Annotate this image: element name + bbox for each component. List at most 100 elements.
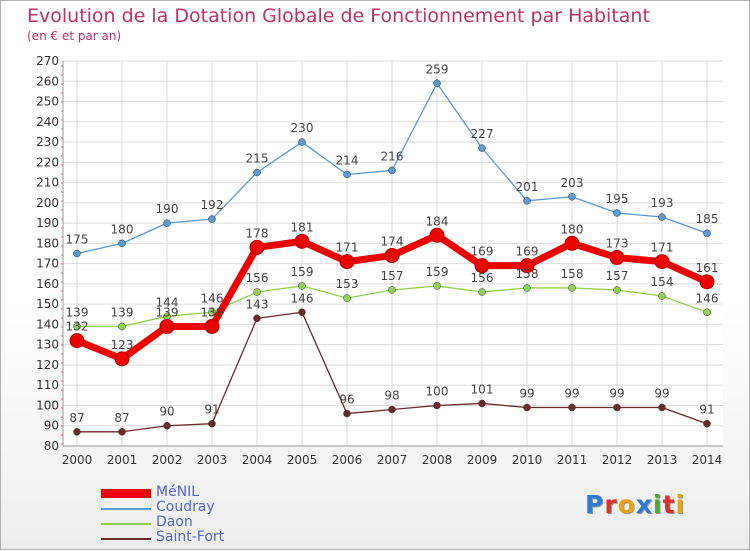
data-label: 192 (201, 198, 224, 212)
y-tick-label: 220 (36, 155, 59, 169)
chart-title: Evolution de la Dotation Globale de Fonc… (27, 5, 650, 27)
logo-letter: r (604, 490, 618, 519)
data-point (568, 193, 576, 201)
data-point (298, 308, 306, 317)
y-tick-label: 210 (36, 176, 59, 190)
legend-label: MéNIL (156, 484, 200, 500)
proxiti-logo: Proxiti (585, 490, 685, 519)
data-point (294, 233, 310, 249)
x-tick-label: 2014 (692, 453, 723, 467)
legend-swatch (101, 508, 151, 510)
y-tick-label: 160 (36, 277, 59, 291)
x-tick-label: 2009 (467, 453, 498, 467)
x-tick-label: 2013 (647, 453, 678, 467)
data-point (654, 254, 670, 270)
data-point (478, 144, 486, 152)
data-point (298, 138, 306, 146)
data-label: 215 (246, 151, 269, 165)
data-label: 175 (66, 233, 89, 247)
data-label: 203 (561, 176, 584, 190)
data-label: 178 (246, 226, 269, 240)
y-tick-label: 270 (36, 54, 59, 68)
x-tick-label: 2000 (62, 453, 93, 467)
data-label: 154 (651, 275, 674, 289)
data-point (339, 254, 355, 270)
data-point (73, 428, 81, 436)
data-label: 190 (156, 202, 179, 216)
data-point (433, 79, 441, 88)
data-point (609, 250, 625, 266)
data-point (253, 288, 261, 296)
data-label: 193 (651, 196, 674, 210)
data-label: 99 (609, 387, 624, 401)
legend-label: Coudray (156, 499, 215, 515)
x-tick-label: 2004 (242, 453, 273, 467)
y-tick-label: 250 (36, 95, 59, 109)
data-point (208, 419, 216, 428)
data-label: 201 (516, 180, 539, 194)
data-point (613, 286, 621, 294)
logo-letter: i (653, 490, 663, 519)
data-label: 227 (471, 127, 494, 141)
data-label: 169 (516, 245, 539, 259)
y-tick-label: 100 (36, 398, 59, 412)
data-label: 174 (381, 235, 404, 249)
data-label: 99 (519, 387, 534, 401)
data-label: 91 (204, 403, 219, 417)
x-tick-label: 2005 (287, 453, 318, 467)
data-label: 146 (696, 291, 719, 305)
data-label: 195 (606, 192, 629, 206)
x-tick-label: 2008 (422, 453, 453, 467)
data-label: 159 (291, 265, 314, 279)
data-point (388, 405, 396, 414)
data-point (703, 229, 711, 237)
data-label: 216 (381, 149, 404, 163)
data-label: 99 (654, 387, 669, 401)
y-tick-label: 230 (36, 135, 59, 149)
logo-letter: P (585, 490, 605, 519)
data-point (249, 239, 265, 255)
data-point (118, 239, 126, 248)
data-point (568, 284, 576, 292)
legend-swatch (101, 538, 151, 540)
legend-label: Daon (156, 514, 193, 530)
data-point (343, 294, 351, 302)
data-point (658, 403, 666, 412)
data-label: 157 (381, 269, 404, 283)
data-point (69, 333, 85, 349)
data-label: 173 (606, 237, 629, 251)
y-tick-label: 120 (36, 358, 59, 372)
data-label: 171 (336, 241, 359, 255)
chart-subtitle: (en € et par an) (27, 29, 122, 43)
data-label: 156 (246, 271, 269, 285)
data-point (613, 403, 621, 412)
y-tick-label: 110 (36, 378, 59, 392)
data-label: 156 (471, 271, 494, 285)
logo-letter: o (617, 490, 636, 519)
data-label: 139 (156, 305, 179, 319)
data-label: 169 (471, 245, 494, 259)
y-tick-label: 200 (36, 196, 59, 210)
x-tick-label: 2011 (557, 453, 588, 467)
data-label: 153 (336, 277, 359, 291)
data-label: 96 (339, 393, 354, 407)
data-label: 144 (156, 295, 179, 309)
data-label: 180 (111, 222, 134, 236)
data-point (388, 166, 396, 175)
data-label: 87 (69, 411, 84, 425)
data-point (159, 318, 175, 334)
data-label: 101 (471, 382, 494, 396)
data-label: 161 (696, 261, 719, 275)
data-label: 180 (561, 222, 584, 236)
data-point (343, 409, 351, 418)
data-point (208, 215, 216, 223)
data-point (384, 248, 400, 264)
data-label: 99 (564, 387, 579, 401)
data-label: 214 (336, 153, 359, 167)
data-point (163, 421, 171, 430)
data-point (703, 419, 711, 428)
data-point (204, 318, 220, 334)
logo-letter: i (675, 490, 686, 519)
